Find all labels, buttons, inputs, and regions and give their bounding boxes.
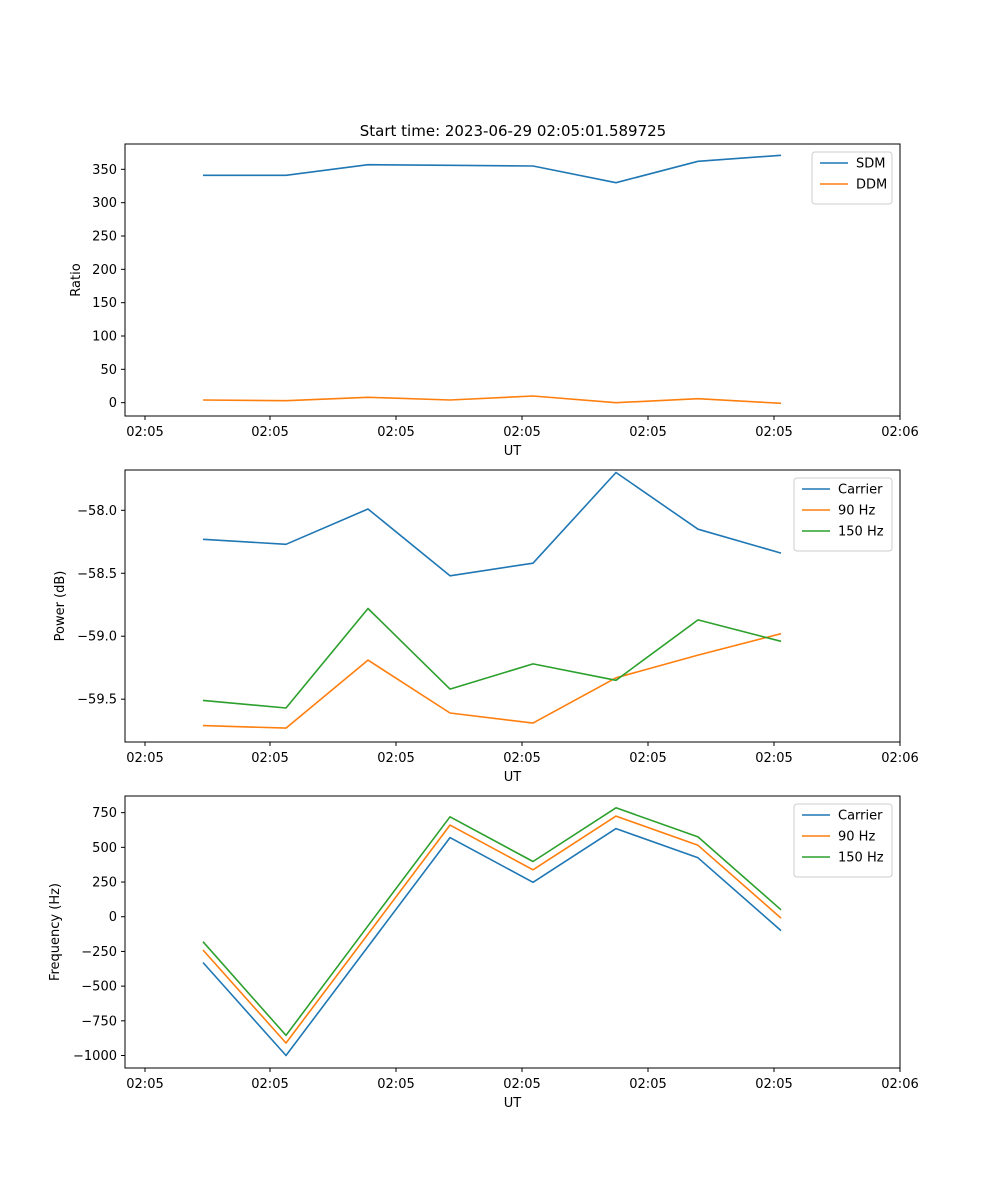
x-tick-label: 02:05 (629, 425, 666, 440)
x-tick-label: 02:05 (126, 1077, 163, 1092)
x-tick-label: 02:05 (755, 751, 792, 766)
series-line-carrier (202, 471, 782, 577)
legend-label: 90 Hz (838, 830, 875, 845)
figure-title: Start time: 2023-06-29 02:05:01.589725 (360, 122, 666, 140)
y-tick-label: 500 (92, 841, 117, 856)
x-tick-label: 02:05 (377, 425, 414, 440)
legend-label: 90 Hz (838, 504, 875, 519)
chart-panel-2: 02:05 02:05 02:05 02:05 02:05 02:05 02:06 −59.5… (53, 469, 919, 785)
chart-panel-1: 02:05 02:05 02:05 02:05 02:05 02:05 02:06 0 50 10… (69, 143, 919, 459)
y-tick-label: 0 (109, 396, 117, 411)
x-tick-label: 02:05 (503, 425, 540, 440)
legend-label: Carrier (838, 809, 883, 824)
x-tick-label: 02:05 (629, 751, 666, 766)
y-tick-label: −250 (81, 945, 117, 960)
legend-label: 150 Hz (838, 525, 884, 540)
series-line-carrier (202, 827, 782, 1057)
x-axis-label: UT (504, 1096, 522, 1111)
y-tick-label: 50 (100, 363, 117, 378)
y-axis-label: Ratio (69, 263, 84, 296)
x-tick-label: 02:05 (755, 425, 792, 440)
series-line-90-hz (202, 815, 782, 1044)
y-tick-label: −58.5 (77, 567, 117, 582)
chart-panel-3: 02:05 02:05 02:05 02:05 02:05 02:05 02:06 −1000… (48, 795, 919, 1111)
y-tick-label: −500 (81, 980, 117, 995)
x-axis-label: UT (504, 770, 522, 785)
y-tick-label: 100 (92, 330, 117, 345)
axes-frame (124, 143, 901, 417)
y-tick-label: −59.5 (77, 693, 117, 708)
y-tick-label: 350 (92, 163, 117, 178)
y-tick-label: −750 (81, 1014, 117, 1029)
y-axis-label: Frequency (Hz) (48, 883, 63, 981)
legend-box (793, 803, 893, 878)
legend-box (793, 477, 893, 552)
series-line-90-hz (202, 632, 782, 729)
y-tick-label: 200 (92, 263, 117, 278)
axes-frame (124, 795, 901, 1069)
legend-label: 150 Hz (838, 851, 884, 866)
y-tick-label: −58.0 (77, 504, 117, 519)
y-axis-label: Power (dB) (53, 571, 68, 642)
x-tick-label: 02:06 (881, 1077, 918, 1092)
legend: SDM DDM (811, 151, 893, 205)
x-tick-label: 02:05 (503, 1077, 540, 1092)
y-tick-label: 250 (92, 876, 117, 891)
x-tick-label: 02:05 (251, 751, 288, 766)
legend-label: SDM (856, 157, 885, 172)
x-tick-label: 02:05 (251, 1077, 288, 1092)
legend-box (811, 151, 893, 205)
series-line-150-hz (202, 806, 782, 1037)
y-tick-label: 250 (92, 230, 117, 245)
series-line-150-hz (202, 607, 782, 709)
x-tick-label: 02:06 (881, 751, 918, 766)
y-tick-label: 750 (92, 806, 117, 821)
legend-label: Carrier (838, 483, 883, 498)
series-line-ddm (202, 395, 782, 405)
y-tick-label: 0 (109, 910, 117, 925)
x-tick-label: 02:06 (881, 425, 918, 440)
x-axis-label: UT (504, 444, 522, 459)
y-tick-label: 300 (92, 196, 117, 211)
x-tick-label: 02:05 (126, 425, 163, 440)
x-tick-label: 02:05 (377, 751, 414, 766)
legend: Carrier 90 Hz 150 Hz (793, 477, 893, 552)
x-tick-label: 02:05 (377, 1077, 414, 1092)
x-tick-label: 02:05 (503, 751, 540, 766)
y-tick-label: −1000 (73, 1049, 117, 1064)
y-tick-label: −59.0 (77, 630, 117, 645)
series-line-sdm (203, 154, 782, 184)
x-tick-label: 02:05 (251, 425, 288, 440)
axes-frame (124, 469, 901, 743)
y-tick-label: 150 (92, 296, 117, 311)
x-tick-label: 02:05 (755, 1077, 792, 1092)
legend: Carrier 90 Hz 150 Hz (793, 803, 893, 878)
x-tick-label: 02:05 (629, 1077, 666, 1092)
legend-label: DDM (856, 178, 887, 193)
x-tick-label: 02:05 (126, 751, 163, 766)
